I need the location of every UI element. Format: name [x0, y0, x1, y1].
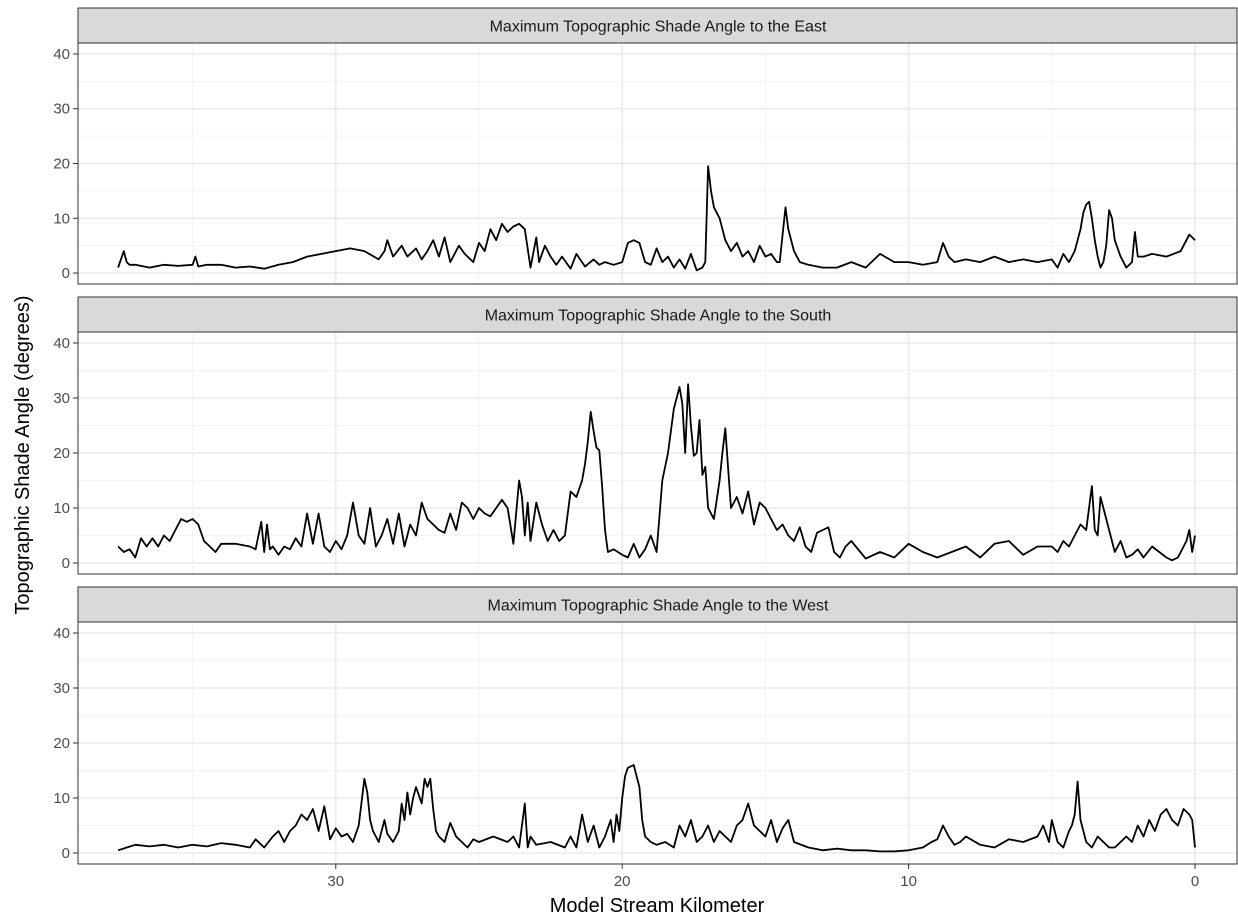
panel-border — [77, 42, 1238, 285]
x-tick-label: 10 — [900, 873, 917, 890]
y-tick-label: 20 — [53, 735, 70, 752]
y-tick-label: 30 — [53, 101, 70, 118]
y-tick-label: 10 — [53, 790, 70, 807]
panel-strip — [77, 296, 1238, 333]
y-tick-label: 40 — [53, 46, 70, 63]
y-tick-label: 40 — [53, 625, 70, 642]
y-tick-label: 20 — [53, 445, 70, 462]
y-tick-label: 0 — [62, 845, 70, 862]
panel-border — [77, 331, 1238, 575]
panel-strip — [77, 586, 1238, 623]
panel-border — [77, 621, 1238, 865]
panels-layer: Maximum Topographic Shade Angle to the E… — [53, 7, 1238, 865]
y-tick-label: 20 — [53, 156, 70, 173]
x-tick-label: 20 — [614, 873, 631, 890]
y-tick-label: 30 — [53, 680, 70, 697]
series-line — [117, 165, 1196, 272]
series-line — [117, 383, 1196, 562]
x-axis: 30 20 10 0 — [327, 864, 1199, 890]
y-tick-label: 10 — [53, 210, 70, 227]
y-tick-label: 0 — [62, 265, 70, 282]
panel-3: Maximum Topographic Shade Angle to the W… — [53, 586, 1238, 865]
panel-strip — [77, 7, 1238, 44]
y-tick-label: 0 — [62, 555, 70, 572]
x-tick-label: 0 — [1191, 873, 1199, 890]
panel-title: Maximum Topographic Shade Angle to the S… — [485, 308, 832, 325]
x-tick-label: 30 — [327, 873, 344, 890]
y-tick-label: 40 — [53, 335, 70, 352]
y-tick-label: 30 — [53, 390, 70, 407]
panel-2: Maximum Topographic Shade Angle to the S… — [53, 296, 1238, 575]
y-tick-label: 10 — [53, 500, 70, 517]
panel-title: Maximum Topographic Shade Angle to the E… — [490, 19, 827, 36]
x-axis-title: Model Stream Kilometer — [550, 895, 765, 917]
series-line — [117, 764, 1196, 853]
panel-1: Maximum Topographic Shade Angle to the E… — [53, 7, 1238, 285]
panel-title: Maximum Topographic Shade Angle to the W… — [488, 598, 829, 615]
y-axis-title: Topographic Shade Angle (degrees) — [12, 295, 34, 614]
